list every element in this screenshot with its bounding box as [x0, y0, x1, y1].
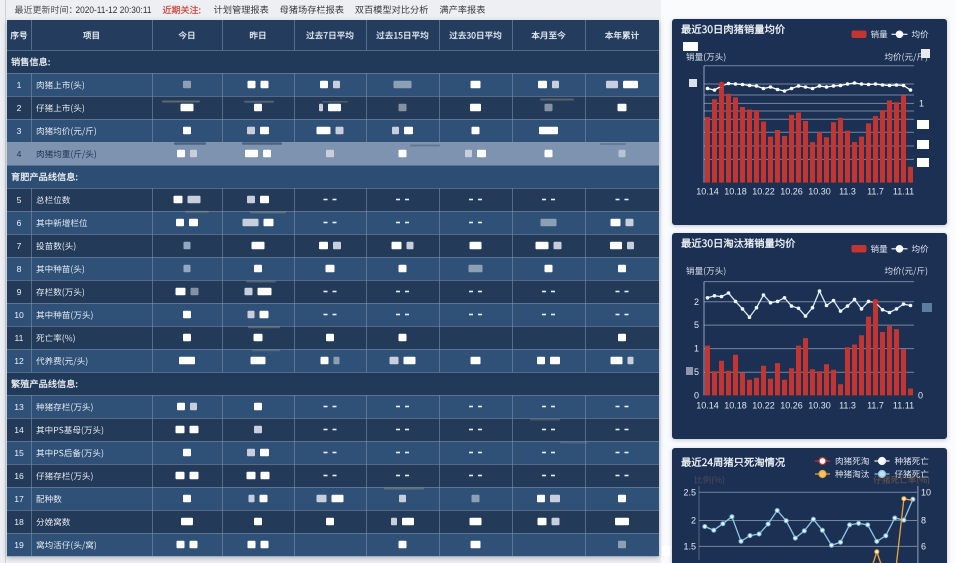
- svg-text:11.11: 11.11: [893, 187, 914, 197]
- svg-text:13: 13: [14, 402, 24, 412]
- svg-text:5: 5: [694, 320, 699, 330]
- svg-text:0: 0: [694, 390, 699, 400]
- svg-text:16: 16: [14, 471, 24, 481]
- svg-text:10.30: 10.30: [808, 187, 831, 197]
- svg-text:10.26: 10.26: [780, 187, 803, 197]
- svg-text:11: 11: [15, 333, 24, 343]
- svg-text:17: 17: [14, 494, 24, 504]
- svg-text:1: 1: [694, 344, 699, 354]
- svg-text:2.5: 2.5: [683, 487, 696, 497]
- svg-text:11.11: 11.11: [893, 401, 914, 411]
- svg-text:10.22: 10.22: [752, 187, 775, 197]
- svg-text:7: 7: [17, 241, 22, 251]
- svg-text:10.18: 10.18: [724, 401, 747, 411]
- svg-text:0: 0: [918, 390, 923, 400]
- svg-text:1: 1: [919, 99, 924, 109]
- svg-text:10.30: 10.30: [808, 401, 831, 411]
- svg-text:5: 5: [694, 367, 699, 377]
- svg-text:2: 2: [694, 297, 699, 307]
- svg-text:1: 1: [17, 80, 22, 90]
- svg-text:5: 5: [17, 195, 22, 205]
- svg-text:11.3: 11.3: [839, 401, 856, 411]
- svg-text:10.14: 10.14: [696, 401, 719, 411]
- svg-text:10: 10: [14, 310, 24, 320]
- svg-text:11.7: 11.7: [867, 187, 884, 197]
- svg-text:6: 6: [17, 218, 22, 228]
- svg-text:15: 15: [14, 448, 24, 458]
- svg-text:6: 6: [921, 541, 926, 551]
- svg-text:8: 8: [921, 516, 926, 526]
- svg-text:10.14: 10.14: [696, 187, 719, 197]
- svg-text:19: 19: [14, 540, 24, 550]
- svg-text:2020-11-12 20:30:11: 2020-11-12 20:30:11: [76, 5, 152, 15]
- svg-text:11.7: 11.7: [867, 401, 884, 411]
- svg-text:8: 8: [17, 264, 22, 274]
- svg-text:14: 14: [14, 425, 24, 435]
- svg-text:10.26: 10.26: [780, 401, 803, 411]
- svg-text:10.22: 10.22: [752, 401, 775, 411]
- svg-text:10: 10: [921, 487, 931, 497]
- svg-text:2: 2: [691, 516, 696, 526]
- svg-text:4: 4: [17, 149, 22, 159]
- svg-text:18: 18: [14, 517, 24, 527]
- svg-text:2: 2: [17, 103, 22, 113]
- svg-text:9: 9: [17, 287, 22, 297]
- svg-text:11.3: 11.3: [839, 187, 856, 197]
- svg-text:10.18: 10.18: [724, 187, 747, 197]
- svg-text:3: 3: [17, 126, 22, 136]
- svg-text:12: 12: [14, 356, 24, 366]
- svg-text:1.5: 1.5: [683, 541, 696, 551]
